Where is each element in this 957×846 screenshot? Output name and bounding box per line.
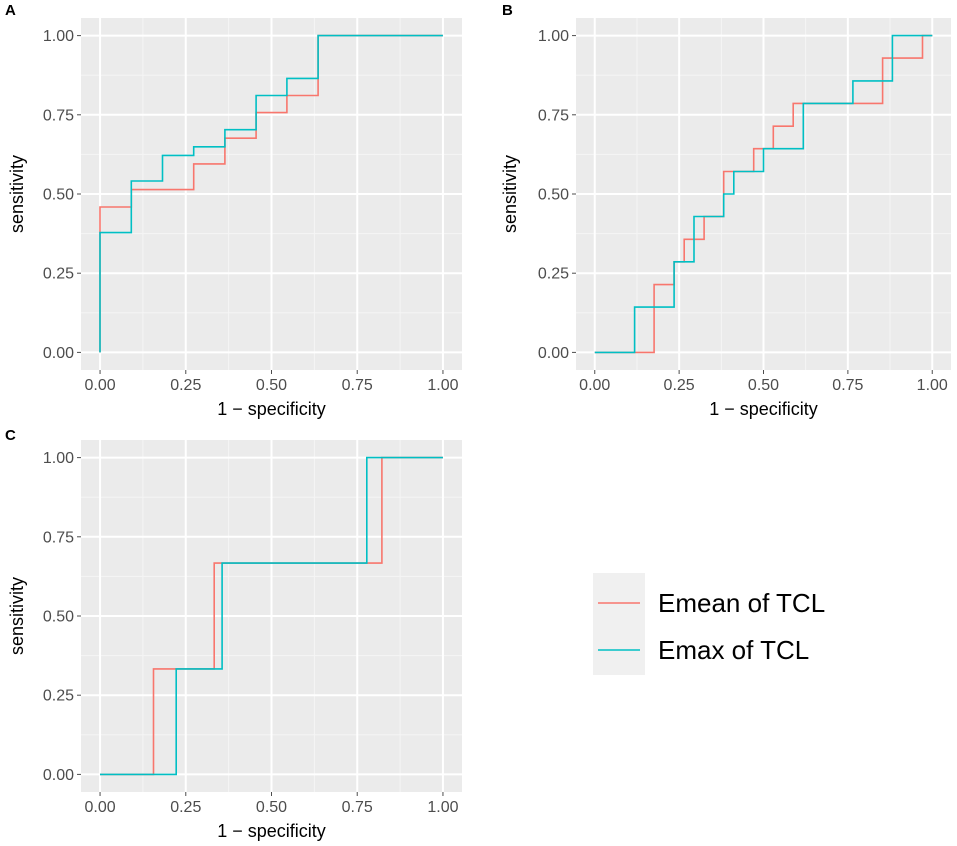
y-tick-label: 0.50 [43,609,74,626]
panel-label-b: B [502,2,513,19]
series-line-emax [594,34,933,354]
y-tick-label: 1.00 [43,450,74,467]
y-tick-label: 0.00 [538,345,569,362]
x-tick-label: 0.25 [664,377,695,394]
y-tick-label: 0.25 [538,266,569,283]
x-tick-label: 0.50 [256,799,287,816]
y-axis-title: sensitivity [7,577,27,655]
x-tick-label: 0.75 [342,377,373,394]
x-axis-title: 1 − specificity [217,821,326,841]
y-tick-label: 1.00 [538,28,569,45]
y-tick-label: 0.00 [43,767,74,784]
x-tick-label: 1.00 [427,799,458,816]
legend-background [593,573,645,675]
panel-label-a: A [5,2,16,19]
y-tick-label: 1.00 [43,28,74,45]
x-tick-label: 0.25 [170,799,201,816]
series-line-emax [100,456,443,776]
y-tick-label: 0.50 [538,187,569,204]
x-tick-label: 1.00 [917,377,948,394]
x-tick-label: 0.00 [84,377,115,394]
x-tick-label: 0.00 [579,377,610,394]
series-line-emax [99,34,443,353]
y-tick-label: 0.50 [43,187,74,204]
y-tick-label: 0.75 [538,107,569,124]
y-tick-label: 0.75 [43,529,74,546]
panel-a: A 0.00 0.25 0.50 0.75 1.00 0.00 0.25 0.50 0.75 1.0… [5,2,462,419]
legend: Emean of TCL Emax of TCL [593,573,825,675]
x-tick-label: 0.75 [342,799,373,816]
x-axis-title: 1 − specificity [217,399,326,419]
y-tick-label: 0.00 [43,345,74,362]
x-tick-label: 0.50 [748,377,779,394]
panel-b: B 0.00 0.25 0.50 0.75 1.00 0.00 0.25 0.50 0.75 1.0… [500,2,951,419]
x-tick-label: 0.00 [84,799,115,816]
y-axis-title: sensitivity [500,155,520,233]
y-tick-label: 0.75 [43,107,74,124]
x-tick-label: 1.00 [427,377,458,394]
legend-label-emax: Emax of TCL [658,635,809,665]
series-line-emean [100,456,443,776]
x-axis-title: 1 − specificity [709,399,818,419]
panel-c: C 0.00 0.25 0.50 0.75 1.00 0.00 0.25 0.50 0.75 1.0… [5,427,462,841]
x-tick-label: 0.25 [170,377,201,394]
y-tick-label: 0.25 [43,688,74,705]
x-tick-label: 0.75 [832,377,863,394]
panel-label-c: C [5,427,16,444]
y-axis-title: sensitivity [7,155,27,233]
y-tick-label: 0.25 [43,266,74,283]
legend-label-emean: Emean of TCL [658,588,825,618]
x-tick-label: 0.50 [256,377,287,394]
